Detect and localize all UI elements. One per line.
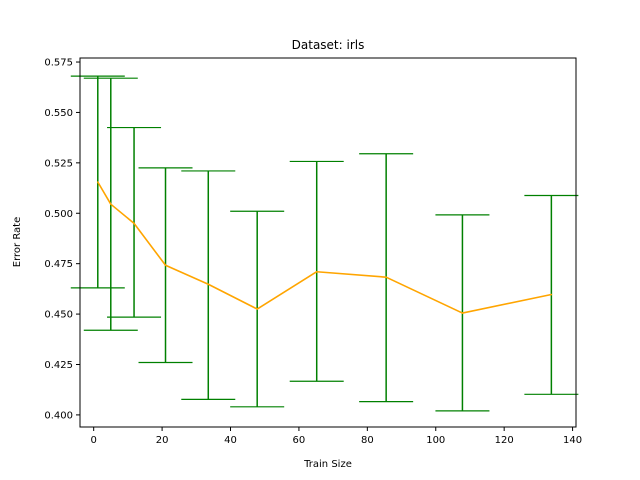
- y-tick-label: 0.400: [44, 410, 73, 421]
- x-tick-label: 40: [224, 435, 237, 446]
- y-axis-label: Error Rate: [12, 217, 23, 267]
- y-tick-label: 0.450: [44, 310, 73, 321]
- y-axis: 0.400 0.425 0.450 0.475 0.500 0.525 0.550 0.575: [44, 58, 80, 421]
- x-tick-label: 20: [156, 435, 169, 446]
- y-tick-label: 0.425: [44, 360, 73, 371]
- x-tick-label: 60: [293, 435, 306, 446]
- x-axis: 0 20 40 60 80 100 120 140: [90, 427, 582, 446]
- y-tick-label: 0.500: [44, 209, 73, 220]
- x-tick-label: 80: [361, 435, 374, 446]
- x-tick-label: 120: [495, 435, 514, 446]
- chart-title: Dataset: irls: [292, 38, 365, 52]
- data-point: [315, 270, 318, 273]
- data-point: [256, 308, 258, 310]
- plot-frame: [79, 57, 577, 428]
- data-point: [164, 264, 167, 267]
- data-point: [96, 181, 99, 183]
- y-tick-label: 0.525: [44, 158, 73, 169]
- data-point: [133, 222, 135, 225]
- data-point: [207, 283, 210, 286]
- data-point: [385, 276, 387, 278]
- data-point: [461, 312, 464, 314]
- y-tick-label: 0.575: [44, 58, 73, 69]
- series-line: [97, 181, 552, 314]
- x-tick-label: 0: [90, 435, 96, 446]
- data-point: [550, 293, 553, 296]
- x-tick-label: 100: [426, 435, 445, 446]
- x-tick-label: 140: [563, 435, 582, 446]
- error-bar: [181, 170, 236, 400]
- x-axis-label: Train Size: [303, 459, 352, 470]
- plot-area: [70, 75, 579, 412]
- y-tick-label: 0.475: [44, 259, 73, 270]
- data-point: [109, 203, 112, 205]
- y-tick-label: 0.550: [44, 108, 73, 119]
